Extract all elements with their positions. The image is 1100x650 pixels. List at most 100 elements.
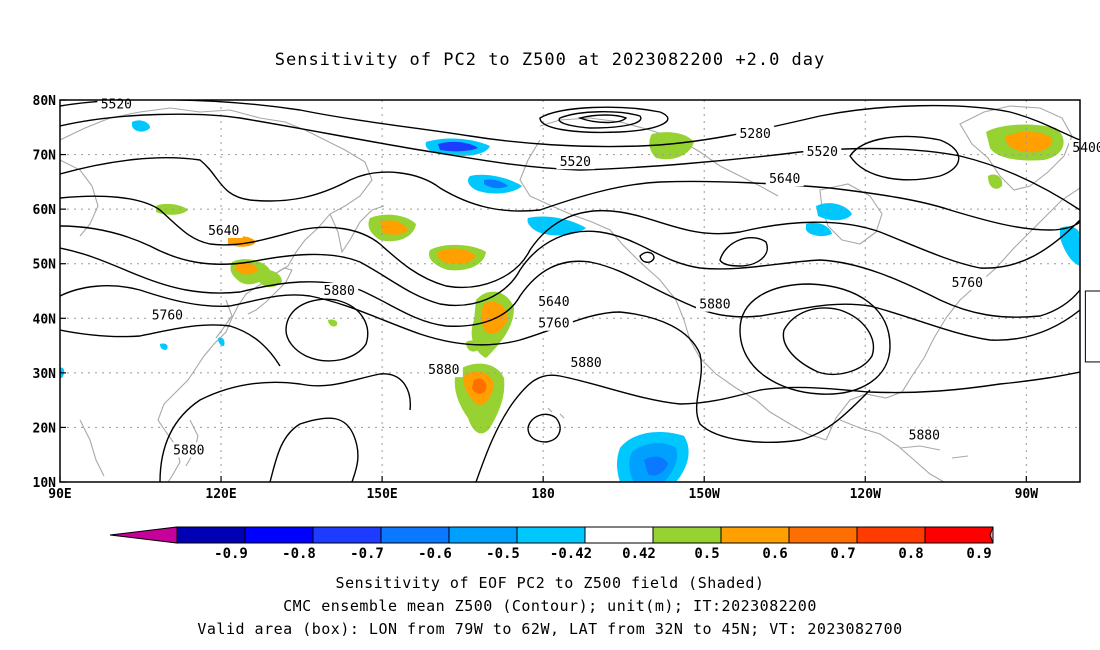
colorbar-swatch [924, 526, 994, 544]
sensitivity-patch [988, 174, 1003, 189]
sensitivity-patch [527, 216, 586, 236]
contour-label-bg [534, 315, 573, 331]
sensitivity-patch [160, 343, 168, 350]
z500-contour [60, 285, 871, 443]
colorbar-label: -0.8 [282, 546, 316, 562]
lat-tick-label: 10N [33, 476, 57, 491]
sensitivity-patch [1060, 226, 1080, 266]
contour-label: 5880 [324, 284, 355, 299]
lat-tick-label: 70N [33, 149, 57, 164]
colorbar-swatch [244, 526, 314, 544]
colorbar-swatch [584, 526, 654, 544]
z500-contour [60, 100, 1080, 148]
colorbar-low-extend [109, 526, 178, 544]
z500-contour [849, 135, 960, 181]
colorbar-swatch [516, 526, 586, 544]
map-frame [59, 99, 1081, 483]
lat-tick-label: 50N [33, 258, 57, 273]
caption-line-2: CMC ensemble mean Z500 (Contour); unit(m… [283, 597, 817, 615]
z500-contour [60, 195, 1080, 289]
colorbar-swatch [652, 526, 722, 544]
z500-contour [60, 156, 1080, 231]
contour-label-bg [534, 293, 573, 309]
lon-tick-label: 180 [531, 487, 555, 502]
colorbar-label: -0.5 [486, 546, 520, 562]
contour-label-bg [736, 125, 775, 141]
colorbar-label: -0.9 [214, 546, 248, 562]
colorbar-label: -0.42 [550, 546, 592, 562]
lat-tick-label: 30N [33, 367, 57, 382]
sensitivity-patch [806, 222, 832, 237]
contour-label: 5640 [208, 224, 239, 239]
lon-tick-label: 150W [689, 487, 720, 502]
contour-label: 5520 [101, 97, 132, 112]
valid-area-box [1084, 290, 1100, 363]
sensitivity-patch [258, 269, 282, 288]
colorbar-label: 0.5 [694, 546, 719, 562]
colorbar: -0.9 -0.8 -0.7 -0.6 -0.5 -0.42 0.42 0.5 0.6 0.7 0.… [109, 526, 994, 562]
contour-label: 5880 [699, 298, 730, 313]
colorbar-label: 0.42 [622, 546, 656, 562]
colorbar-label: 0.6 [762, 546, 787, 562]
z500-contour [527, 413, 561, 443]
contour-label: 5520 [807, 145, 838, 160]
contour-label-bg [148, 307, 187, 323]
contour-label-bg [905, 427, 944, 443]
z500-contour [739, 283, 891, 395]
z500-contour [539, 106, 669, 134]
contour-label: 5880 [570, 356, 601, 371]
contour-label-bg [948, 274, 987, 290]
contour-label: 5760 [538, 317, 569, 332]
colorbar-swatch [856, 526, 926, 544]
z500-contour [719, 237, 768, 267]
sensitivity-patch [466, 340, 479, 352]
colorbar-swatch [312, 526, 382, 544]
map-title: Sensitivity of PC2 to Z500 at 2023082200… [274, 50, 826, 70]
contour-label-bg [803, 143, 842, 159]
colorbar-label: 0.7 [830, 546, 855, 562]
sensitivity-patch [132, 120, 150, 132]
contour-label-bg [1069, 140, 1100, 156]
contour-label-bg [765, 171, 804, 187]
z500-contour [60, 247, 1080, 341]
contour-label-bg [556, 154, 595, 170]
contour-label-bg [169, 442, 208, 458]
z500-contours [60, 100, 1080, 482]
sensitivity-patch [236, 262, 258, 275]
colorbar-label: 0.8 [898, 546, 923, 562]
contour-label-bg [695, 296, 734, 312]
contour-label: 5760 [952, 276, 983, 291]
z500-contour [60, 113, 1080, 211]
contour-label: 5400 [1072, 141, 1100, 156]
lon-tick-label: 90W [1015, 487, 1039, 502]
colorbar-label: 0.9 [966, 546, 991, 562]
lat-tick-label: 60N [33, 203, 57, 218]
contour-label: 5760 [152, 309, 183, 324]
sensitivity-patch [438, 141, 478, 152]
colorbar-label: -0.7 [350, 546, 384, 562]
caption-line-1: Sensitivity of EOF PC2 to Z500 field (Sh… [335, 574, 765, 592]
z500-contour [269, 417, 359, 482]
contour-labels: 5520 5280 5520 5520 5640 5400 5640 5880 5760 5640… [97, 96, 1100, 458]
z500-contour [60, 225, 1080, 318]
colorbar-label: -0.6 [418, 546, 452, 562]
contour-label: 5520 [560, 155, 591, 170]
lon-tick-label: 120W [850, 487, 881, 502]
sensitivity-patch [1005, 131, 1053, 153]
contour-label-bg [424, 362, 463, 378]
contour-label: 5640 [538, 295, 569, 310]
sensitivity-patch [218, 337, 225, 346]
contour-label: 5880 [173, 443, 204, 458]
colorbar-swatch [720, 526, 790, 544]
map-axes: 90E120E150E180150W120W90W60W10N20N30N40N… [33, 94, 1039, 502]
contour-label-bg [320, 283, 359, 298]
z500-contour [558, 111, 642, 129]
colorbar-swatch [380, 526, 450, 544]
sensitivity-patch [644, 456, 668, 476]
z500-contour [159, 373, 411, 482]
z500-contour [782, 307, 874, 375]
caption-line-3: Valid area (box): LON from 79W to 62W, L… [197, 620, 903, 638]
colorbar-swatch [448, 526, 518, 544]
sensitivity-shading [60, 120, 1080, 482]
